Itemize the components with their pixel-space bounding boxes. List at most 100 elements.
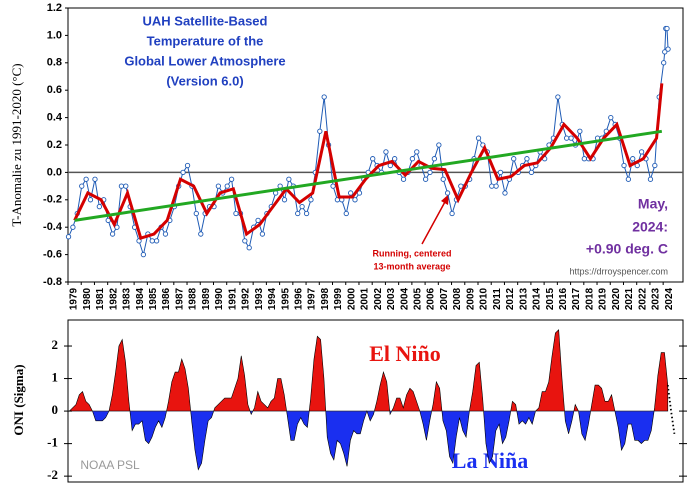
monthly-point (118, 183, 125, 189)
forecast-line (666, 384, 676, 434)
x-tick-label: 1980 (82, 287, 93, 310)
x-tick-label: 1981 (95, 287, 106, 310)
monthly-point (246, 245, 252, 251)
series-line (73, 83, 664, 241)
monthly-point (608, 114, 614, 121)
y-tick-label: -0.4 (43, 221, 63, 233)
callout-text: 13-month average (373, 261, 450, 271)
title-line: Temperature of the (147, 33, 264, 48)
monthly-point (83, 176, 89, 182)
x-tick-label: 2008 (452, 287, 463, 310)
x-tick-label: 1996 (293, 287, 304, 310)
monthly-point (638, 149, 645, 155)
monthly-point (281, 197, 288, 203)
source-url: https://drroyspencer.com (569, 266, 668, 276)
monthly-point (259, 231, 266, 237)
monthly-point (87, 197, 94, 203)
monthly-point (149, 238, 155, 244)
monthly-point (528, 169, 535, 176)
y-tick-label: 0 (52, 402, 59, 417)
x-tick-label: 2004 (399, 287, 410, 310)
x-tick-label: 1987 (174, 287, 185, 310)
callout-arrowhead (441, 194, 449, 205)
monthly-point (184, 162, 191, 169)
monthly-point (109, 231, 116, 237)
y-tick-label: -0.6 (43, 249, 62, 261)
monthly-point (215, 183, 222, 189)
monthly-point (625, 176, 632, 182)
monthly-point (577, 128, 583, 134)
monthly-point (383, 149, 389, 155)
monthly-point (153, 238, 160, 244)
monthly-point (502, 190, 508, 196)
x-tick-label: 2009 (465, 287, 476, 310)
x-tick-label: 1994 (267, 287, 278, 310)
x-tick-label: 2010 (479, 287, 490, 310)
x-tick-label: 2020 (611, 287, 622, 310)
monthly-point (563, 135, 570, 141)
x-tick-label: 1986 (161, 287, 172, 310)
title-line: Global Lower Atmosphere (124, 53, 285, 68)
x-tick-label: 2001 (360, 287, 371, 310)
x-tick-label: 2023 (651, 287, 662, 310)
x-tick-label: 1985 (148, 287, 159, 310)
y-tick-label: -0.2 (43, 194, 62, 206)
x-tick-label: 2015 (545, 287, 556, 310)
latest-annotation: 2024: (632, 219, 668, 235)
monthly-point (581, 156, 587, 162)
monthly-point (79, 183, 85, 189)
monthly-point (233, 210, 239, 217)
monthly-point (493, 183, 499, 189)
latest-annotation: +0.90 deg. C (586, 241, 668, 257)
monthly-point (70, 224, 76, 230)
y-tick-label: -1 (47, 435, 58, 450)
monthly-point (299, 203, 305, 210)
x-tick-label: 2012 (505, 287, 516, 310)
x-tick-label: 1990 (214, 287, 225, 310)
x-tick-label: 2000 (346, 287, 357, 310)
monthly-point (511, 156, 517, 162)
monthly-point (255, 217, 261, 224)
monthly-point (555, 94, 561, 100)
top-y-axis-title: T-Anomalie zu 1991-2020 (°C) (9, 63, 24, 226)
monthly-point (392, 156, 398, 162)
monthly-point (427, 169, 433, 176)
monthly-point (568, 135, 574, 141)
monthly-point (295, 210, 301, 217)
x-tick-label: 1999 (333, 287, 344, 310)
x-tick-label: 1982 (108, 287, 119, 310)
x-tick-label: 2019 (598, 287, 609, 310)
monthly-point (352, 197, 358, 203)
x-tick-label: 2002 (373, 287, 384, 310)
x-tick-label: 2018 (584, 287, 595, 310)
y-tick-label: 1.0 (47, 29, 62, 41)
monthly-point (621, 162, 627, 169)
monthly-point (162, 231, 169, 237)
y-tick-label: -0.8 (43, 276, 62, 288)
y-tick-label: 2 (52, 337, 59, 352)
monthly-point (96, 203, 102, 210)
monthly-point (661, 60, 667, 66)
monthly-point (489, 183, 495, 189)
y-tick-label: 0.6 (47, 84, 62, 96)
x-tick-label: 2024 (664, 287, 675, 310)
x-tick-label: 1995 (280, 287, 291, 310)
monthly-point (308, 197, 314, 203)
monthly-point (431, 156, 438, 162)
monthly-point (65, 234, 72, 240)
monthly-point (242, 238, 248, 244)
monthly-point (330, 183, 336, 189)
monthly-point (180, 169, 186, 176)
y-tick-label: 0.0 (47, 166, 62, 178)
x-tick-label: 1992 (241, 287, 252, 310)
monthly-point (436, 142, 442, 148)
la-nina-area (68, 411, 669, 471)
x-tick-label: 2005 (413, 287, 424, 310)
x-tick-label: 1993 (254, 287, 265, 310)
monthly-point (343, 210, 349, 217)
monthly-point (140, 251, 147, 258)
el-nino-area (68, 329, 669, 412)
monthly-point (449, 210, 455, 217)
x-tick-label: 2014 (532, 287, 543, 310)
callout-arrow (421, 199, 447, 245)
